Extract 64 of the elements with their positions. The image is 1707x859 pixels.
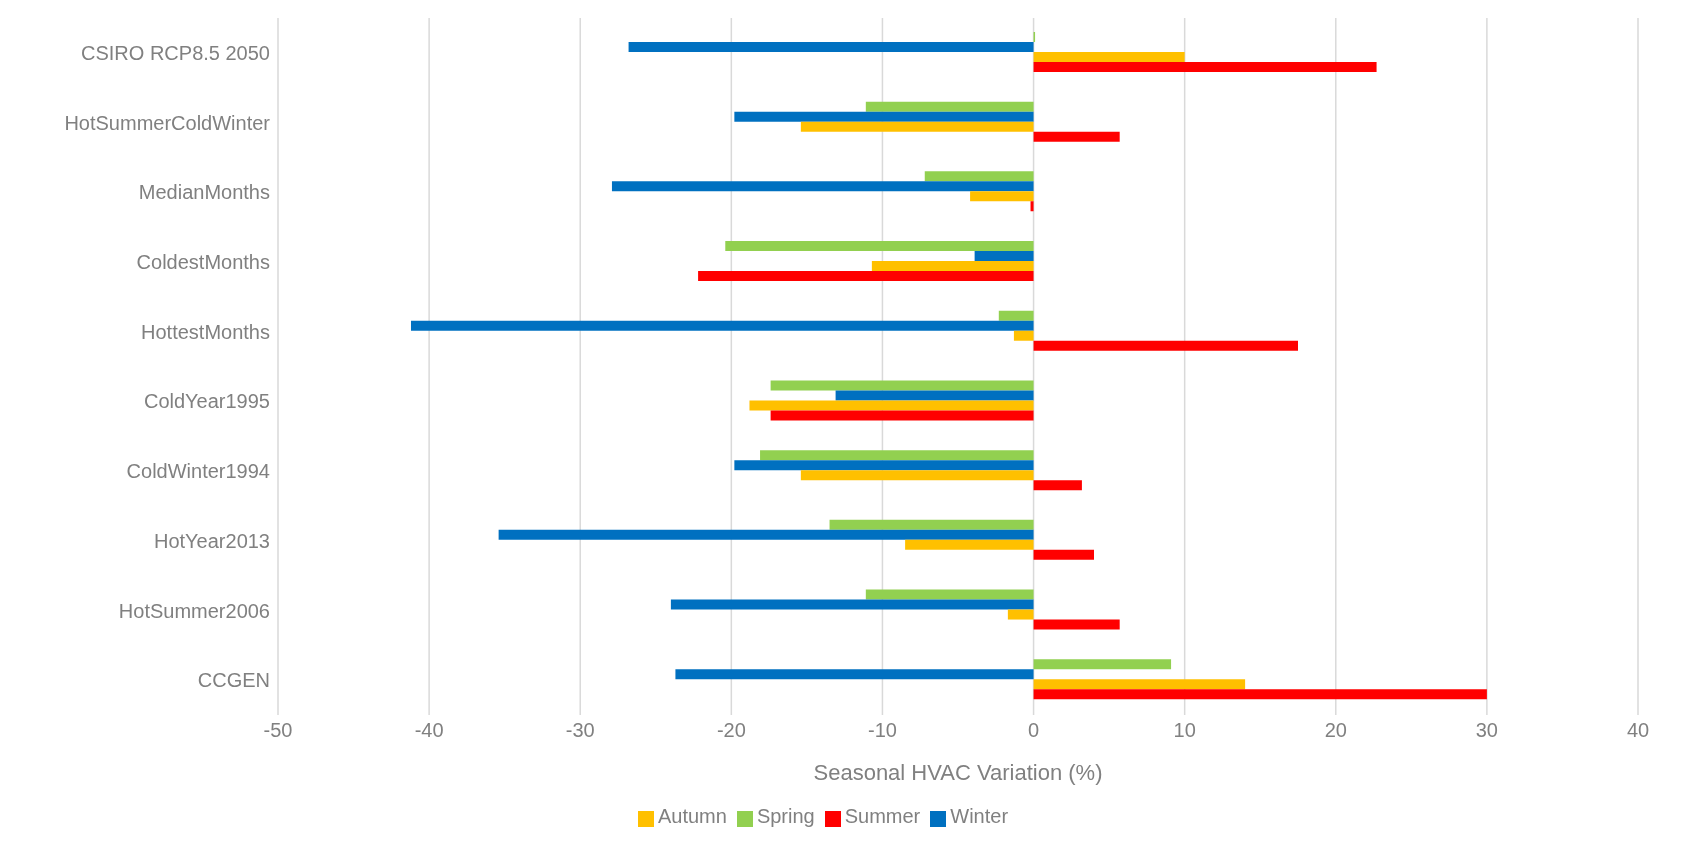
bar	[1033, 61, 1377, 72]
x-tick-label: 40	[1626, 719, 1650, 742]
bar	[800, 470, 1034, 481]
legend-label: Summer	[844, 805, 921, 827]
bar	[760, 450, 1034, 461]
bar	[675, 669, 1034, 680]
bar	[1033, 480, 1082, 491]
y-tick-label: CCGEN	[197, 669, 270, 692]
bar	[865, 589, 1034, 600]
bar	[1013, 330, 1034, 341]
x-tick-label: -10	[867, 719, 897, 742]
bar	[670, 599, 1034, 610]
bar	[410, 320, 1034, 331]
x-tick-label: -30	[565, 719, 595, 742]
x-tick-label: -50	[263, 719, 293, 742]
bar	[905, 539, 1034, 550]
y-tick-label: ColdWinter1994	[126, 460, 270, 483]
bar	[1030, 201, 1034, 212]
bar	[734, 111, 1034, 122]
y-tick-label: CSIRO RCP8.5 2050	[81, 41, 270, 64]
bar	[829, 519, 1034, 530]
y-tick-label: HotYear2013	[153, 529, 270, 552]
bar	[698, 271, 1034, 282]
bar	[1033, 659, 1172, 670]
x-tick-label: 20	[1324, 719, 1347, 742]
y-tick-label: HotSummerColdWinter	[64, 111, 271, 134]
bar	[871, 261, 1034, 272]
bar	[1033, 689, 1487, 700]
x-axis-title: Seasonal HVAC Variation (%)	[813, 760, 1103, 785]
y-tick-label: MedianMonths	[138, 181, 270, 204]
bar	[498, 529, 1034, 540]
x-tick-label: 0	[1027, 719, 1040, 742]
x-tick-label: -40	[414, 719, 444, 742]
bar	[770, 380, 1034, 391]
bar	[1033, 679, 1246, 690]
legend-label: Spring	[756, 805, 815, 827]
bar	[611, 181, 1034, 192]
bar	[770, 410, 1034, 421]
bar	[974, 251, 1034, 262]
bar	[800, 121, 1034, 132]
bar	[865, 101, 1034, 112]
bar	[749, 400, 1034, 411]
y-tick-label: HotSummer2006	[118, 599, 270, 622]
bar	[1033, 619, 1120, 630]
x-tick-label: 10	[1173, 719, 1196, 742]
y-tick-label: ColdYear1995	[143, 390, 270, 413]
legend-label: Autumn	[657, 805, 727, 827]
bar	[1033, 131, 1120, 142]
bar	[1033, 51, 1185, 62]
bar	[924, 171, 1034, 182]
bar	[970, 191, 1034, 202]
bar	[835, 390, 1034, 401]
x-tick-label: -20	[716, 719, 746, 742]
y-tick-label: HottestMonths	[141, 320, 270, 343]
bar	[734, 460, 1034, 471]
legend-label: Winter	[950, 805, 1009, 827]
y-tick-label: ColdestMonths	[136, 251, 270, 274]
bar	[1007, 609, 1034, 620]
bar	[1033, 549, 1094, 560]
bar	[998, 310, 1034, 321]
bar	[1033, 340, 1298, 351]
x-tick-label: 30	[1475, 719, 1499, 742]
bar	[628, 41, 1034, 52]
bar	[725, 241, 1034, 252]
